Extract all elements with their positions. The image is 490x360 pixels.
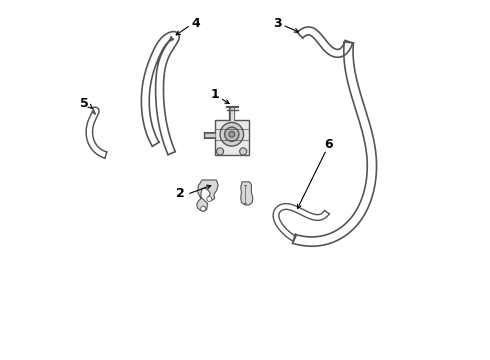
Circle shape bbox=[224, 127, 239, 141]
Polygon shape bbox=[241, 182, 253, 205]
Polygon shape bbox=[197, 180, 218, 211]
Text: 4: 4 bbox=[191, 17, 200, 30]
Circle shape bbox=[220, 122, 244, 146]
Text: 2: 2 bbox=[175, 187, 184, 200]
Text: 5: 5 bbox=[80, 97, 89, 110]
Text: 1: 1 bbox=[210, 89, 219, 102]
Text: 6: 6 bbox=[325, 139, 333, 152]
Circle shape bbox=[240, 148, 247, 155]
Circle shape bbox=[229, 131, 235, 137]
Text: 3: 3 bbox=[273, 17, 281, 30]
FancyBboxPatch shape bbox=[215, 120, 248, 155]
Circle shape bbox=[207, 197, 212, 202]
Circle shape bbox=[201, 206, 206, 211]
Circle shape bbox=[217, 148, 223, 155]
